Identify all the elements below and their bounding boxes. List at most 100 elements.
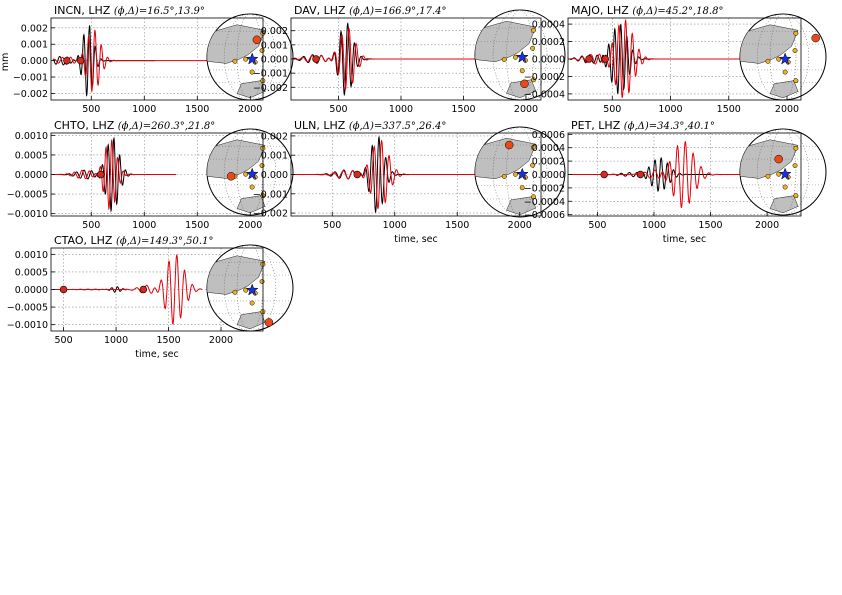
globe-inset: [474, 9, 566, 101]
australia-land: [236, 80, 266, 99]
station-marker: [531, 144, 536, 150]
station-marker: [519, 185, 525, 191]
title-station: DAV, LHZ: [294, 4, 349, 17]
event-star: [245, 52, 259, 65]
y-tick-label: 0.0002: [532, 37, 565, 48]
selected-station-marker: [264, 318, 274, 327]
station-marker: [530, 45, 536, 51]
y-tick-label: 0.000: [261, 55, 288, 66]
x-tick-label: 2000: [238, 104, 262, 115]
phase-marker: [636, 170, 645, 179]
australia-land: [236, 195, 266, 214]
phase-marker: [97, 170, 105, 179]
station-marker: [765, 173, 771, 179]
y-tick-label: 0.002: [21, 23, 48, 34]
y-tick-label: −0.0004: [524, 89, 565, 100]
globe-inset: [206, 13, 294, 101]
x-tick-label: 1000: [389, 104, 413, 115]
y-tick-label: 0.0000: [15, 285, 48, 296]
x-tick-label: 1500: [156, 335, 180, 346]
title-params: (ϕ,Δ)=260.3°,21.8°: [118, 121, 215, 132]
y-tick-label: 0.000: [261, 170, 288, 181]
chart-title: CTAO, LHZ (ϕ,Δ)=149.3°,50.1°: [54, 234, 213, 247]
asia-land: [740, 24, 799, 64]
station-marker: [531, 194, 536, 200]
y-tick-label: −0.001: [13, 73, 48, 84]
x-tick-label: 1500: [451, 104, 475, 115]
station-marker: [259, 279, 265, 284]
x-tick-label: 1000: [383, 220, 407, 231]
selected-station-marker: [811, 33, 820, 43]
event-star: [778, 52, 792, 65]
y-tick-label: −0.0002: [524, 72, 565, 83]
series-line-synthetic: [570, 140, 751, 209]
meridian: [492, 10, 548, 100]
selected-station-marker: [520, 79, 529, 89]
station-marker: [776, 56, 782, 62]
event-star: [515, 167, 529, 180]
y-tick-label: −0.0005: [7, 303, 48, 314]
station-marker: [531, 77, 536, 83]
globe-inset: [206, 128, 294, 216]
x-tick-label: 2000: [775, 104, 799, 115]
australia-land: [769, 195, 799, 214]
station-marker: [249, 184, 255, 190]
chart-title: ULN, LHZ (ϕ,Δ)=337.5°,26.4°: [294, 119, 446, 132]
x-tick-label: 1000: [104, 335, 128, 346]
australia-land: [236, 311, 266, 330]
x-axis-label: time, sec: [135, 349, 179, 360]
globe-land: [740, 14, 826, 100]
station-marker: [782, 69, 788, 75]
chart-panel-5: 500 1000 1500 2000 −0.002 −0.001 0.000 0.001 0.0…: [253, 119, 566, 245]
y-tick-label: 0.001: [21, 40, 48, 51]
station-marker: [232, 289, 238, 295]
event-star: [245, 167, 259, 180]
chart-title: CHTO, LHZ (ϕ,Δ)=260.3°,21.8°: [54, 119, 215, 132]
meridian: [223, 14, 276, 100]
y-tick-label: 0.001: [261, 40, 288, 51]
chart-title: PET, LHZ (ϕ,Δ)=34.3°,40.1°: [571, 119, 715, 132]
station-marker: [519, 68, 525, 74]
title-params: (ϕ,Δ)=16.5°,13.9°: [114, 6, 205, 17]
meridian: [492, 127, 548, 217]
x-tick-label: 1500: [185, 104, 209, 115]
x-tick-label: 1500: [698, 220, 722, 231]
x-tick-label: 1000: [642, 220, 666, 231]
series-line-synthetic: [53, 138, 177, 211]
phase-marker: [601, 55, 609, 63]
x-tick-label: 2000: [209, 335, 233, 346]
y-tick-label: −0.002: [253, 209, 288, 220]
title-station: ULN, LHZ: [294, 119, 349, 132]
globe-inset: [739, 13, 827, 101]
selected-station-marker: [504, 140, 514, 150]
station-marker: [513, 171, 518, 177]
phase-marker: [63, 56, 71, 65]
y-tick-label: 0.0005: [15, 150, 48, 161]
meridian: [757, 129, 810, 215]
australia-land: [769, 80, 799, 99]
chart-panel-7: 500 1000 1500 2000 −0.0010 −0.0005 0.0000 0.000…: [7, 234, 294, 360]
chart-panel-3: 500 1000 1500 2000 −0.0004 −0.0002 0.0000 0.000…: [524, 4, 827, 115]
series-line-synthetic: [53, 254, 203, 325]
asia-land: [207, 255, 266, 295]
y-tick-label: −0.0010: [7, 209, 48, 220]
x-tick-label: 500: [82, 220, 100, 231]
globe-inset: [739, 128, 827, 216]
y-tick-label: 0.0010: [15, 131, 48, 142]
x-tick-label: 1000: [132, 220, 156, 231]
selected-station-marker: [774, 154, 783, 164]
x-tick-label: 500: [603, 104, 621, 115]
y-tick-label: −0.002: [253, 83, 288, 94]
meridian: [769, 14, 797, 100]
station-marker: [776, 171, 782, 177]
globe-land: [475, 127, 565, 217]
meridian: [506, 10, 534, 100]
title-params: (ϕ,Δ)=149.3°,50.1°: [116, 236, 213, 247]
chart-panel-4: 500 1000 1500 2000 −0.0010 −0.0005 0.0000 0.000…: [7, 119, 294, 231]
series-group: [53, 254, 203, 325]
chart-title: INCN, LHZ (ϕ,Δ)=16.5°,13.9°: [54, 4, 205, 17]
y-tick-label: −0.0006: [524, 210, 565, 221]
x-tick-label: 500: [329, 104, 347, 115]
series-group: [53, 136, 177, 213]
y-tick-label: −0.0004: [524, 197, 565, 208]
